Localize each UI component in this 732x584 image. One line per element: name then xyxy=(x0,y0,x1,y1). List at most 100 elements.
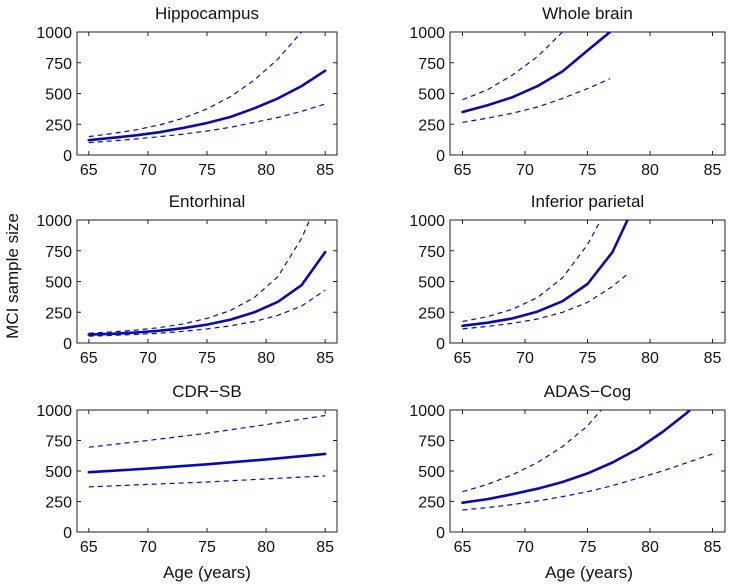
x-tick-label: 80 xyxy=(641,162,659,179)
x-tick-label: 75 xyxy=(198,539,216,556)
y-tick-label: 1000 xyxy=(36,25,72,42)
series-line-ci xyxy=(88,220,311,334)
series-line-estimate xyxy=(461,410,692,505)
y-tick-label: 0 xyxy=(436,336,445,353)
y-tick-label: 750 xyxy=(45,244,72,261)
x-axis-label-left: Age (years) xyxy=(163,563,251,582)
x-tick-label: 70 xyxy=(139,350,157,367)
x-tick-label: 65 xyxy=(80,350,98,367)
series-line-ci xyxy=(88,103,326,144)
panel-title: ADAS−Cog xyxy=(544,382,631,401)
y-tick-label: 1000 xyxy=(409,403,445,420)
y-tick-label: 250 xyxy=(45,117,72,134)
panel-title: CDR−SB xyxy=(172,382,241,401)
y-tick-label: 0 xyxy=(63,148,72,165)
y-tick-label: 750 xyxy=(45,434,72,451)
y-tick-label: 750 xyxy=(45,56,72,73)
y-tick-label: 1000 xyxy=(36,403,72,420)
x-tick-label: 65 xyxy=(454,539,472,556)
x-tick-label: 65 xyxy=(80,162,98,179)
y-tick-label: 500 xyxy=(418,87,445,104)
series-line-estimate xyxy=(461,32,612,114)
series-line-ci xyxy=(88,289,326,337)
x-tick-label: 80 xyxy=(641,539,659,556)
plot-frame xyxy=(76,31,338,156)
y-tick-label: 0 xyxy=(436,148,445,165)
series-line-estimate xyxy=(87,250,327,336)
x-axis-label-right: Age (years) xyxy=(545,563,633,582)
chart-panel: Hippocampus 65 70 75 80 85 0 250 500 750 1000 xyxy=(36,4,338,179)
series-group xyxy=(87,414,327,488)
series-line-ci xyxy=(462,32,564,101)
series-line-ci xyxy=(462,78,611,123)
x-tick-label: 80 xyxy=(641,350,659,367)
panel-title: Hippocampus xyxy=(155,4,259,23)
series-line-estimate xyxy=(87,452,327,474)
y-tick-label: 250 xyxy=(45,495,72,512)
panel-title: Inferior parietal xyxy=(531,192,644,211)
chart-panel: ADAS−Cog 65 70 75 80 85 0 250 500 750 1000 xyxy=(409,382,726,556)
y-tick-label: 1000 xyxy=(409,213,445,230)
y-tick-label: 0 xyxy=(63,525,72,542)
y-tick-label: 750 xyxy=(418,56,445,73)
x-tick-label: 85 xyxy=(316,350,334,367)
chart-panel: Entorhinal 65 70 75 80 85 0 250 500 750 1000 xyxy=(36,192,338,367)
y-tick-label: 500 xyxy=(45,275,72,292)
x-tick-label: 85 xyxy=(704,539,722,556)
plot-frame xyxy=(76,219,338,344)
y-tick-label: 500 xyxy=(45,464,72,481)
x-tick-label: 75 xyxy=(579,539,597,556)
chart-panel: Whole brain 65 70 75 80 85 0 250 500 750 1000 xyxy=(409,4,726,179)
plot-frame xyxy=(449,409,726,533)
x-tick-label: 65 xyxy=(454,350,472,367)
y-tick-label: 250 xyxy=(45,305,72,322)
series-group xyxy=(87,32,327,144)
y-tick-label: 500 xyxy=(418,275,445,292)
x-tick-label: 70 xyxy=(516,539,534,556)
x-tick-label: 70 xyxy=(139,539,157,556)
x-tick-label: 85 xyxy=(704,350,722,367)
series-line-ci xyxy=(462,273,628,330)
x-tick-label: 80 xyxy=(257,162,275,179)
x-tick-label: 65 xyxy=(454,162,472,179)
series-line-estimate xyxy=(461,220,629,328)
y-tick-label: 500 xyxy=(418,464,445,481)
x-tick-label: 70 xyxy=(139,162,157,179)
y-tick-label: 750 xyxy=(418,244,445,261)
x-tick-label: 75 xyxy=(198,162,216,179)
x-tick-label: 80 xyxy=(257,350,275,367)
y-tick-label: 1000 xyxy=(409,25,445,42)
x-tick-label: 70 xyxy=(516,162,534,179)
y-tick-label: 250 xyxy=(418,495,445,512)
y-tick-label: 1000 xyxy=(36,213,72,230)
y-tick-label: 0 xyxy=(63,336,72,353)
y-tick-label: 0 xyxy=(436,525,445,542)
series-line-ci xyxy=(88,414,326,448)
series-group xyxy=(87,220,327,337)
panel-title: Whole brain xyxy=(542,4,633,23)
chart-panel: CDR−SB 65 70 75 80 85 0 250 500 750 1000 xyxy=(36,382,338,556)
x-tick-label: 70 xyxy=(516,350,534,367)
y-tick-label: 750 xyxy=(418,434,445,451)
x-tick-label: 80 xyxy=(257,539,275,556)
y-tick-label: 250 xyxy=(418,305,445,322)
chart-panel: Inferior parietal 65 70 75 80 85 0 250 500 750 100… xyxy=(409,192,726,367)
x-tick-label: 75 xyxy=(579,350,597,367)
y-tick-label: 500 xyxy=(45,87,72,104)
y-tick-label: 250 xyxy=(418,117,445,134)
series-line-ci xyxy=(88,32,303,138)
series-line-ci xyxy=(462,453,713,511)
x-tick-label: 85 xyxy=(316,539,334,556)
series-group xyxy=(461,410,713,511)
panel-title: Entorhinal xyxy=(169,192,246,211)
series-line-ci xyxy=(88,475,326,488)
x-tick-label: 75 xyxy=(198,350,216,367)
plot-frame xyxy=(449,219,726,344)
x-tick-label: 85 xyxy=(704,162,722,179)
series-group xyxy=(461,220,629,330)
x-tick-label: 65 xyxy=(80,539,98,556)
x-tick-label: 75 xyxy=(579,162,597,179)
figure-y-axis-label: MCI sample size xyxy=(3,213,22,339)
